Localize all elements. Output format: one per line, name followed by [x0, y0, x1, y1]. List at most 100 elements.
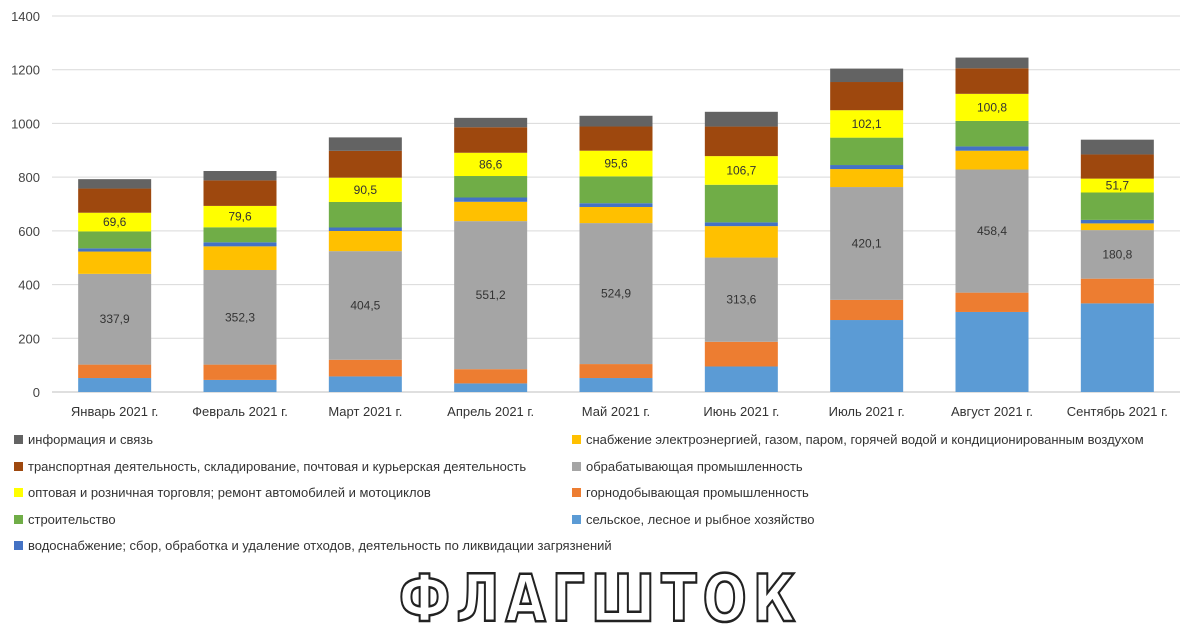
watermark-logo: ФЛАГШТОК	[398, 561, 802, 637]
bar-segment	[830, 68, 904, 83]
legend-item: информация и связь	[14, 432, 153, 447]
bar-segment	[830, 110, 904, 138]
legend-label: водоснабжение; сбор, обработка и удалени…	[28, 538, 612, 553]
bar-segment	[203, 246, 277, 270]
bar-segment	[328, 251, 402, 360]
data-label: 106,7	[726, 163, 756, 177]
bar-segment	[454, 117, 528, 128]
bar-segment	[704, 184, 778, 223]
bar-segment	[328, 201, 402, 228]
bar-segment	[579, 115, 653, 127]
bar-segment	[78, 364, 152, 379]
x-tick-label: Май 2021 г.	[582, 404, 650, 419]
legend-label: информация и связь	[28, 432, 154, 447]
bar-segment	[203, 269, 277, 365]
x-tick-label: Март 2021 г.	[328, 404, 402, 419]
bar-segment	[1080, 278, 1154, 304]
data-label: 313,6	[726, 293, 756, 307]
bar-segment	[328, 150, 402, 178]
bar-segment	[704, 366, 778, 392]
bar-segment	[203, 170, 277, 181]
x-tick-label: Июль 2021 г.	[829, 404, 905, 419]
bar-segment	[328, 227, 402, 231]
bar-segment	[579, 206, 653, 224]
x-tick-label: Сентябрь 2021 г.	[1067, 404, 1168, 419]
data-label: 95,6	[604, 157, 628, 171]
bar-segment	[955, 146, 1029, 151]
bar-segment	[955, 120, 1029, 147]
legend-label: горнодобывающая промышленность	[586, 485, 809, 500]
x-tick-label: Июнь 2021 г.	[703, 404, 779, 419]
bar-segment	[579, 126, 653, 151]
legend-swatch	[572, 488, 581, 497]
bar-segment	[704, 257, 778, 342]
bar-segment	[454, 197, 528, 202]
y-tick-label: 1000	[11, 116, 40, 131]
bar-segment	[1080, 192, 1154, 220]
data-label: 100,8	[977, 100, 1007, 114]
data-label: 69,6	[103, 215, 127, 229]
data-label: 404,5	[350, 298, 380, 312]
bar-segment	[78, 378, 152, 392]
legend-label: оптовая и розничная торговля; ремонт авт…	[28, 485, 431, 500]
data-label: 551,2	[476, 288, 506, 302]
bar-segment	[704, 341, 778, 367]
legend-label: снабжение электроэнергией, газом, паром,…	[586, 432, 1144, 447]
legend-item: строительство	[14, 512, 116, 527]
bar-segment	[579, 364, 653, 379]
bar-segment	[955, 93, 1029, 121]
bar-segment	[203, 180, 277, 206]
x-tick-label: Август 2021 г.	[951, 404, 1033, 419]
bar-segment	[830, 165, 904, 170]
bar-segment	[830, 82, 904, 111]
data-label: 180,8	[1102, 247, 1132, 261]
bar-segment	[830, 169, 904, 188]
bar-segment	[955, 292, 1029, 312]
bar-segment	[704, 126, 778, 157]
legend-swatch	[572, 435, 581, 444]
legend-item: оптовая и розничная торговля; ремонт авт…	[14, 485, 431, 500]
bar-segment	[579, 223, 653, 365]
x-tick-label: Апрель 2021 г.	[447, 404, 534, 419]
legend-label: обрабатывающая промышленность	[586, 458, 803, 474]
bar-segment	[203, 227, 277, 243]
bar-segment	[328, 177, 402, 202]
bar-segment	[704, 226, 778, 258]
bar-segment	[1080, 303, 1154, 392]
bar-segment	[1080, 230, 1154, 279]
x-tick-label: Январь 2021 г.	[71, 404, 158, 419]
legend-swatch	[14, 541, 23, 550]
bar-segment	[830, 137, 904, 166]
bar-segment	[454, 127, 528, 153]
bar-segment	[454, 369, 528, 384]
data-label: 79,6	[228, 210, 252, 224]
bar-segment	[579, 378, 653, 392]
data-label: 51,7	[1106, 179, 1130, 193]
y-tick-label: 1400	[11, 9, 40, 24]
x-tick-label: Февраль 2021 г.	[192, 404, 288, 419]
bar-segment	[203, 205, 277, 228]
data-label: 524,9	[601, 287, 631, 301]
bar-segment	[454, 152, 528, 177]
bar-segment	[579, 203, 653, 207]
bar-segment	[328, 376, 402, 392]
bar-segment	[955, 57, 1029, 69]
y-tick-label: 0	[33, 385, 40, 400]
bar-segment	[1080, 223, 1154, 231]
bar-segment	[830, 187, 904, 300]
data-label: 458,4	[977, 224, 1007, 238]
legend-swatch	[14, 461, 23, 471]
legend-swatch	[14, 488, 23, 497]
y-tick-label: 600	[18, 224, 40, 239]
y-tick-label: 1200	[11, 63, 40, 78]
bar-segment	[1080, 219, 1154, 224]
bar-segment	[78, 273, 152, 365]
y-tick-label: 200	[18, 331, 40, 346]
bar-segment	[830, 320, 904, 392]
legend-item: транспортная деятельность, складирование…	[14, 459, 526, 474]
legend-item: обрабатывающая промышленность	[572, 459, 803, 474]
legend-swatch	[14, 514, 23, 524]
bar-segment	[328, 230, 402, 252]
bar-segment	[328, 137, 402, 151]
legend-item: сельское, лесное и рыбное хозяйство	[572, 512, 815, 527]
